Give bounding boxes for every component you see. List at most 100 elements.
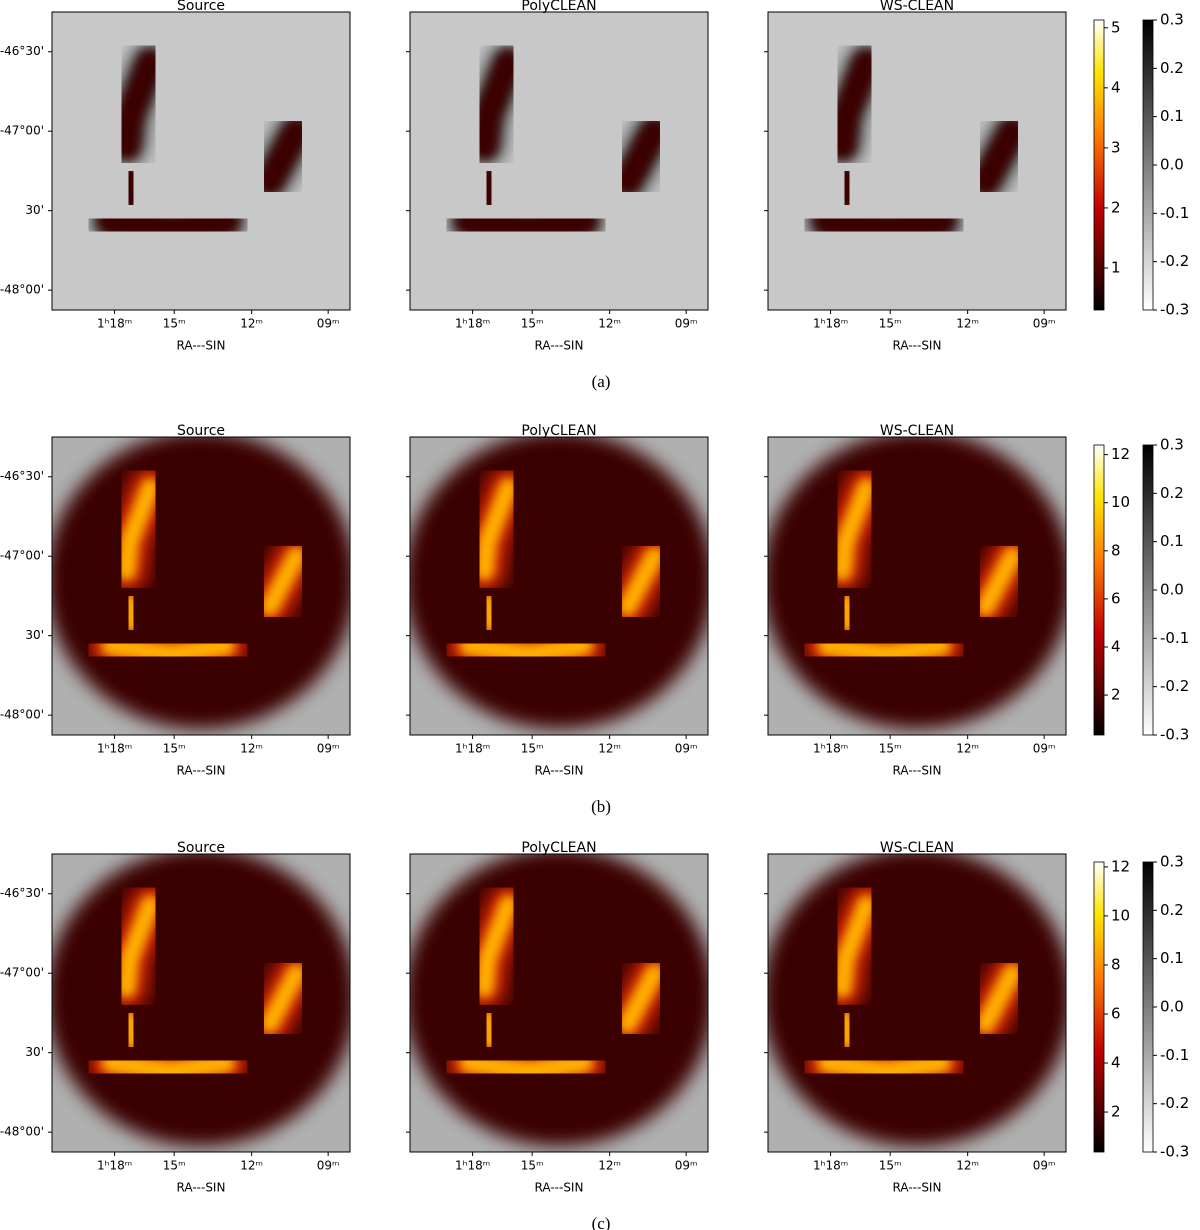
x-tick-label: 09ᵐ: [675, 1159, 698, 1173]
colorbar-tick-label: 2: [1111, 686, 1121, 704]
panel-title: Source: [177, 840, 225, 856]
x-axis-label: RA---SIN: [535, 1181, 584, 1195]
frame: [767, 11, 1067, 311]
colorbar-tick-label: 0.3: [1160, 436, 1184, 454]
colorbar-tick-label: 0.3: [1160, 853, 1184, 871]
x-tick-label: 1ʰ18ᵐ: [97, 742, 132, 756]
y-tick-label: -48°00': [0, 283, 44, 297]
y-tick-label: -47°00': [0, 966, 44, 980]
image: [52, 854, 350, 1152]
blob: [614, 117, 668, 196]
x-tick-label: 12ᵐ: [240, 742, 263, 756]
x-tick-label: 12ᵐ: [598, 1159, 621, 1173]
x-tick-label: 15ᵐ: [163, 742, 186, 756]
colorbar-tick-label: 6: [1111, 1004, 1121, 1022]
x-tick-label: 09ᵐ: [317, 317, 340, 331]
frame: [51, 11, 351, 311]
colorbar-tick-label: 10: [1111, 493, 1130, 511]
y-tick-label: -48°00': [0, 1125, 44, 1139]
colorbar: [1142, 861, 1154, 1153]
frame: [409, 436, 709, 736]
colorbar-tick-label: 0.1: [1160, 107, 1184, 125]
x-tick-label: 1ʰ18ᵐ: [813, 1159, 848, 1173]
colorbar-tick-label: 5: [1111, 18, 1121, 36]
colorbar-tick-label: 2: [1111, 198, 1121, 216]
x-tick-label: 15ᵐ: [521, 742, 544, 756]
x-tick-label: 15ᵐ: [521, 317, 544, 331]
x-tick-label: 15ᵐ: [879, 317, 902, 331]
colorbar-tick-label: 4: [1111, 637, 1121, 655]
colorbar-tick-label: 3: [1111, 138, 1121, 156]
blob: [618, 546, 664, 617]
blob: [817, 635, 952, 666]
x-tick-label: 15ᵐ: [163, 317, 186, 331]
row: Source-46°30'-47°00'30'-48°00'1ʰ18ᵐ 15ᵐ 12…: [0, 0, 1189, 391]
x-tick-label: 09ᵐ: [317, 1159, 340, 1173]
x-tick-label: 1ʰ18ᵐ: [813, 317, 848, 331]
x-tick-label: 09ᵐ: [1033, 1159, 1056, 1173]
x-tick-label: 1ʰ18ᵐ: [813, 742, 848, 756]
colorbar-tick-label: -0.2: [1160, 252, 1189, 270]
colorbar-tick-label: 2: [1111, 1103, 1121, 1121]
x-tick-label: 1ʰ18ᵐ: [455, 742, 490, 756]
blob: [837, 1009, 857, 1051]
row-caption: (a): [592, 372, 611, 391]
colorbar-tick-label: -0.1: [1160, 1046, 1189, 1064]
blob: [260, 546, 306, 617]
x-axis-label: RA---SIN: [893, 339, 942, 353]
colorbar-tick-label: -0.3: [1160, 1143, 1189, 1161]
y-tick-label: 30': [25, 1045, 44, 1059]
x-tick-label: 12ᵐ: [240, 1159, 263, 1173]
frame: [51, 436, 351, 736]
blob: [113, 49, 164, 160]
image: [768, 12, 1066, 310]
y-tick-label: -47°00': [0, 124, 44, 138]
panel-title: WS-CLEAN: [880, 0, 954, 14]
colorbar-tick-label: -0.3: [1160, 726, 1189, 744]
x-tick-label: 1ʰ18ᵐ: [97, 1159, 132, 1173]
blob: [976, 546, 1022, 617]
colorbar-tick-label: 0.0: [1160, 581, 1184, 599]
blob: [976, 963, 1022, 1034]
blob: [479, 1009, 499, 1051]
colorbar-tick-label: 0.2: [1160, 484, 1184, 502]
colorbar-tick-label: 8: [1111, 955, 1121, 973]
blob: [829, 49, 880, 160]
x-tick-label: 12ᵐ: [956, 317, 979, 331]
x-axis-label: RA---SIN: [177, 764, 226, 778]
x-axis-label: RA---SIN: [177, 1181, 226, 1195]
blob: [812, 205, 956, 245]
x-tick-label: 1ʰ18ᵐ: [97, 317, 132, 331]
image: [410, 437, 708, 735]
blob: [837, 592, 857, 634]
x-tick-label: 09ᵐ: [317, 742, 340, 756]
colorbar-tick-label: 0.0: [1160, 998, 1184, 1016]
colorbar-tick-label: 4: [1111, 78, 1121, 96]
x-tick-label: 1ʰ18ᵐ: [455, 1159, 490, 1173]
x-tick-label: 15ᵐ: [879, 742, 902, 756]
blob: [833, 163, 861, 212]
colorbar-tick-label: 8: [1111, 541, 1121, 559]
blob: [117, 478, 160, 581]
panel-title: PolyCLEAN: [521, 423, 596, 439]
field: [768, 854, 1066, 1146]
x-tick-label: 12ᵐ: [956, 742, 979, 756]
panel-title: WS-CLEAN: [880, 423, 954, 439]
panel-title: Source: [177, 0, 225, 14]
blob: [471, 49, 522, 160]
image: [768, 437, 1066, 735]
x-tick-label: 15ᵐ: [879, 1159, 902, 1173]
x-tick-label: 12ᵐ: [598, 317, 621, 331]
panel-title: PolyCLEAN: [521, 0, 596, 14]
blob: [117, 895, 160, 998]
x-tick-label: 09ᵐ: [1033, 742, 1056, 756]
background: [410, 12, 708, 310]
colorbar-tick-label: -0.1: [1160, 204, 1189, 222]
blob: [475, 478, 518, 581]
background: [52, 12, 350, 310]
y-tick-label: -46°30': [0, 469, 44, 483]
blob: [101, 1052, 236, 1083]
blob: [479, 592, 499, 634]
blob: [459, 1052, 594, 1083]
